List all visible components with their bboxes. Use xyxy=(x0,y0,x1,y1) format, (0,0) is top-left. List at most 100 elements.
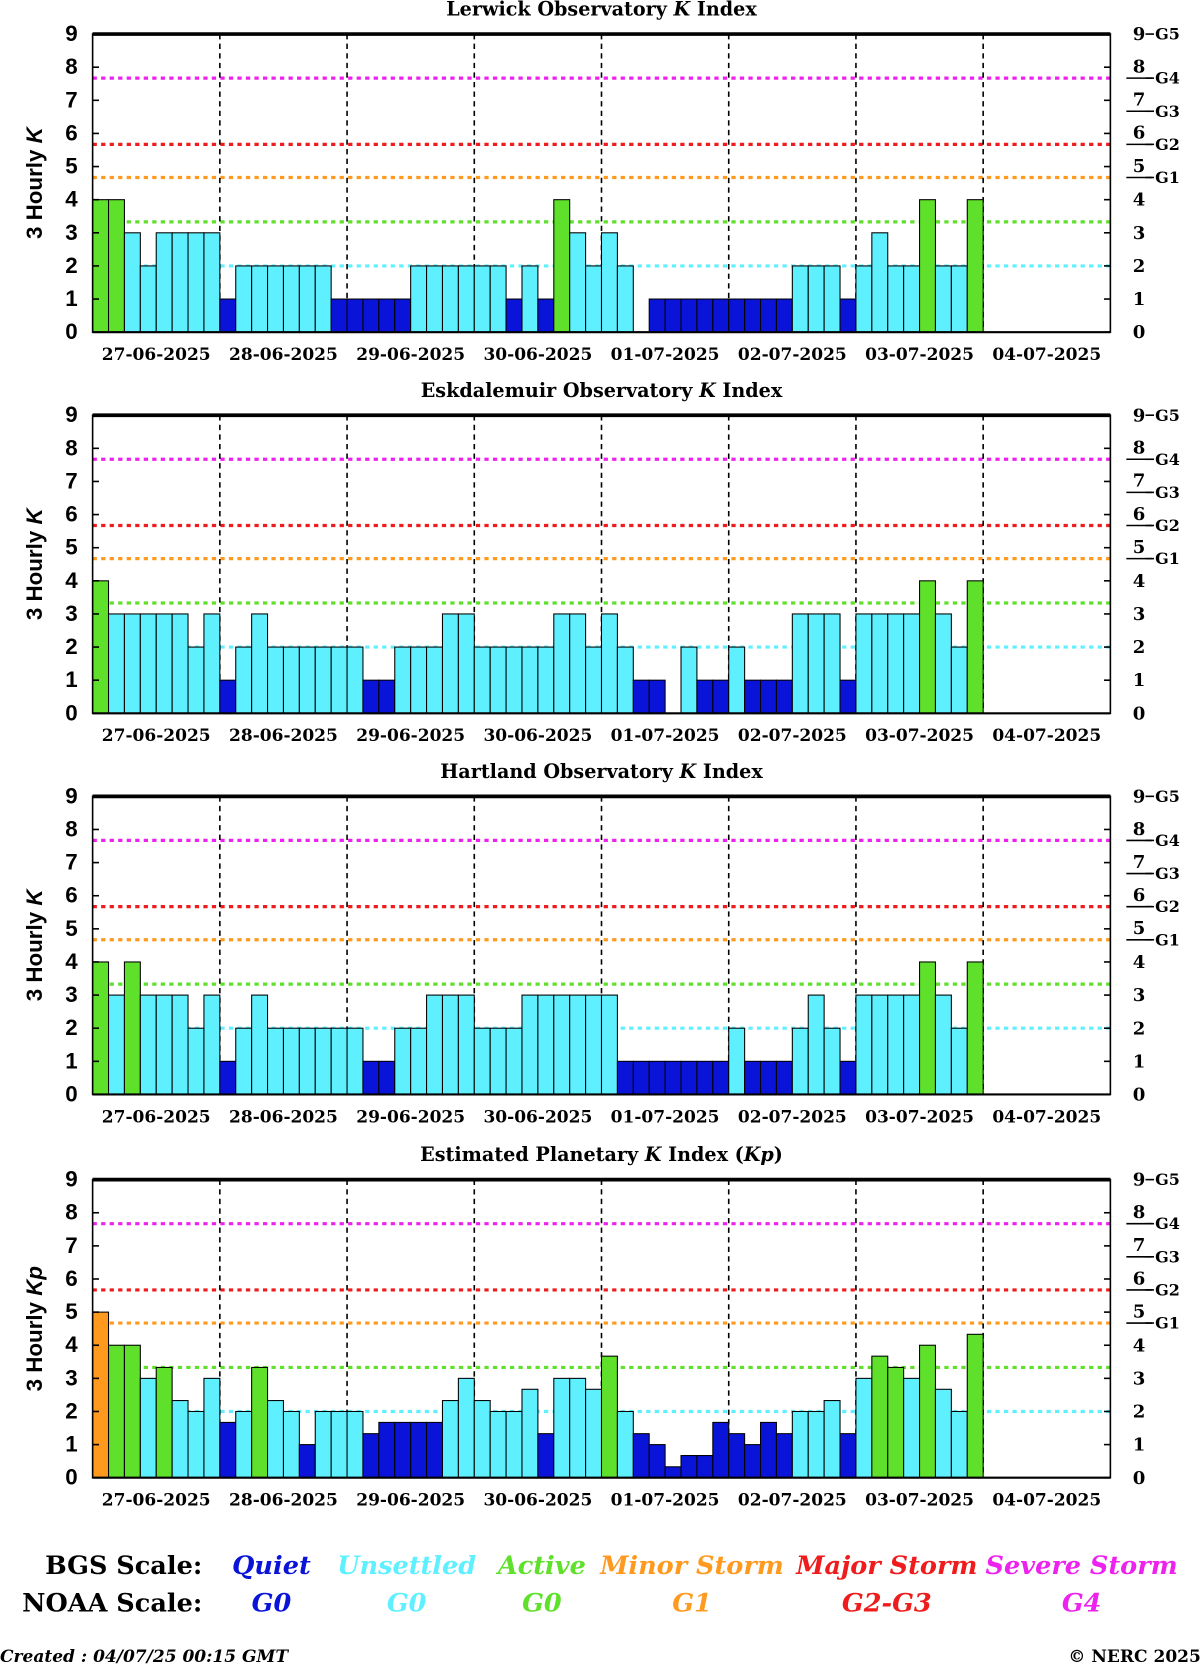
y2-tick-label: 0 xyxy=(1133,703,1146,724)
bar xyxy=(139,1377,157,1479)
x-tick-label: 29-06-2025 xyxy=(356,345,465,365)
y2-tick-label: 6 xyxy=(1133,123,1146,144)
bar xyxy=(282,265,300,333)
bar xyxy=(855,613,873,714)
noaa-tick-label: G4 xyxy=(1155,450,1180,469)
bar xyxy=(887,994,905,1095)
bar xyxy=(600,232,618,333)
noaa-tick-label: G2 xyxy=(1155,897,1180,916)
bar xyxy=(887,1366,905,1479)
bar xyxy=(410,265,428,333)
legend-bgs-item: Active xyxy=(496,1551,586,1581)
bar xyxy=(107,199,125,333)
bar xyxy=(314,1027,332,1095)
bar xyxy=(346,646,364,714)
bar xyxy=(410,1027,428,1095)
y2-tick-label: 9 xyxy=(1133,786,1146,807)
x-tick-label: 28-06-2025 xyxy=(229,1491,338,1511)
y-tick-label: 8 xyxy=(65,816,77,841)
bar xyxy=(155,1366,173,1479)
bar xyxy=(648,679,666,714)
x-tick-label: 27-06-2025 xyxy=(102,726,211,746)
bar xyxy=(139,613,157,714)
bar xyxy=(887,613,905,714)
bar xyxy=(950,646,968,714)
bar xyxy=(521,265,539,333)
bar xyxy=(537,1433,555,1479)
bar xyxy=(934,265,952,333)
y-tick-label: 9 xyxy=(65,783,77,808)
bgs-scale-label: BGS Scale: xyxy=(45,1551,202,1581)
bar xyxy=(648,1444,666,1479)
y-tick-label: 0 xyxy=(65,319,77,344)
bar xyxy=(251,994,269,1095)
y-tick-label: 3 xyxy=(65,220,77,245)
x-tick-label: 27-06-2025 xyxy=(102,1107,211,1127)
bar xyxy=(966,199,984,333)
bar xyxy=(696,1455,714,1479)
bar xyxy=(505,646,523,714)
y2-tick-label: 3 xyxy=(1133,985,1146,1006)
bar xyxy=(298,646,316,714)
legend-noaa-item: G2-G3 xyxy=(842,1588,932,1618)
y2-tick-label: 4 xyxy=(1133,190,1146,211)
y2-tick-label: 4 xyxy=(1133,952,1146,973)
bar xyxy=(569,1377,587,1479)
noaa-scale-label: NOAA Scale: xyxy=(22,1588,202,1618)
y2-tick-label: 3 xyxy=(1133,223,1146,244)
bar xyxy=(887,265,905,333)
y-axis-label: 3 Hourly K xyxy=(22,507,47,621)
bar xyxy=(585,265,603,333)
bar xyxy=(426,265,444,333)
bar xyxy=(616,1410,634,1479)
bar xyxy=(219,1421,237,1479)
title-part: K xyxy=(644,1143,663,1166)
bar xyxy=(489,265,507,333)
bar xyxy=(267,1400,284,1479)
bar xyxy=(855,265,873,333)
bar xyxy=(823,613,841,714)
x-tick-label: 30-06-2025 xyxy=(483,1491,592,1511)
y-tick-label: 9 xyxy=(65,402,77,427)
y2-tick-label: 4 xyxy=(1133,571,1146,592)
y-tick-label: 4 xyxy=(65,187,78,212)
bar xyxy=(298,1444,316,1479)
bar xyxy=(537,994,555,1095)
y-tick-label: 4 xyxy=(65,949,78,974)
bar xyxy=(744,1060,762,1095)
panel-title: Hartland Observatory K Index xyxy=(440,760,763,783)
bar xyxy=(680,646,698,714)
noaa-tick-label: G3 xyxy=(1155,1247,1180,1266)
y-tick-label: 0 xyxy=(65,1465,77,1490)
bar xyxy=(712,1421,730,1479)
noaa-tick-label: G4 xyxy=(1155,831,1180,850)
bar xyxy=(505,1410,523,1479)
bar xyxy=(728,1433,746,1479)
bar xyxy=(791,613,809,714)
y-tick-label: 8 xyxy=(65,1200,77,1225)
y2-tick-label: 9 xyxy=(1133,405,1146,426)
y-label-part: Kp xyxy=(22,1266,47,1296)
bar xyxy=(171,613,189,714)
x-tick-label: 01-07-2025 xyxy=(611,726,720,746)
noaa-tick-label: G2 xyxy=(1155,1280,1180,1299)
bar xyxy=(155,232,173,333)
bar xyxy=(728,646,746,714)
y-label-part: K xyxy=(22,125,47,143)
bar xyxy=(267,646,284,714)
bar xyxy=(251,1366,269,1479)
bar xyxy=(394,1421,412,1479)
bar xyxy=(251,265,269,333)
x-tick-label: 01-07-2025 xyxy=(611,1107,720,1127)
panel-title: Estimated Planetary K Index (Kp) xyxy=(420,1143,783,1166)
y2-tick-label: 8 xyxy=(1133,819,1146,840)
x-tick-label: 04-07-2025 xyxy=(992,345,1101,365)
y2-tick-label: 2 xyxy=(1133,256,1146,277)
legend-noaa-item: G0 xyxy=(387,1588,427,1618)
bar xyxy=(346,1410,364,1479)
noaa-tick-label: G3 xyxy=(1155,102,1180,121)
bar xyxy=(378,679,396,714)
y2-tick-label: 1 xyxy=(1133,670,1146,691)
bar xyxy=(426,646,444,714)
noaa-tick-label: G5 xyxy=(1155,1170,1180,1189)
